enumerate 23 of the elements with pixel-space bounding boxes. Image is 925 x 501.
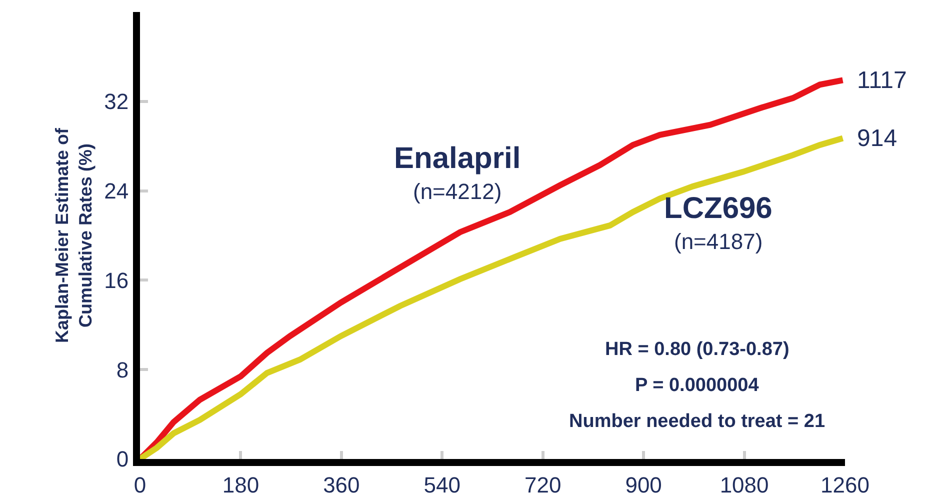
- x-tick-label: 900: [625, 472, 662, 498]
- annotation: 914: [857, 125, 898, 152]
- x-tick-label: 1260: [820, 472, 870, 498]
- y-tick-label: 16: [104, 268, 129, 293]
- x-tick-label: 0: [134, 472, 146, 498]
- y-tick-label: 8: [116, 357, 129, 382]
- annotation: Number needed to treat = 21: [569, 411, 826, 432]
- annotation: (n=4187): [674, 229, 763, 254]
- annotation: HR = 0.80 (0.73-0.87): [605, 339, 790, 360]
- x-tick-label: 1080: [720, 472, 769, 498]
- annotation: P = 0.0000004: [635, 375, 760, 396]
- x-tick-label: 360: [323, 472, 360, 498]
- y-tick-label: 0: [116, 446, 129, 472]
- series-label: Enalapril: [394, 142, 521, 175]
- series-label: LCZ696: [664, 192, 772, 225]
- y-axis-title: Kaplan-Meier Estimate of Cumulative Rates (%): [52, 126, 96, 344]
- x-tick-label: 540: [424, 472, 460, 498]
- annotation: 1117: [857, 67, 907, 94]
- annotation: (n=4212): [413, 179, 502, 204]
- y-tick-label: 24: [104, 178, 129, 204]
- x-tick-label: 180: [222, 472, 260, 498]
- x-tick-label: 720: [524, 472, 562, 498]
- y-tick-label: 32: [104, 89, 129, 114]
